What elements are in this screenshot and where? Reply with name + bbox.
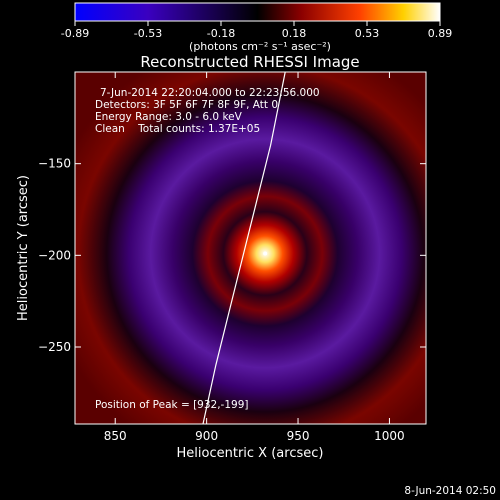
- annotation-time-range: 7-Jun-2014 22:20:04.000 to 22:23:56.000: [100, 87, 320, 99]
- heatmap-image: [75, 72, 426, 424]
- colorbar-unit-label: (photons cm⁻² s⁻¹ asec⁻²): [189, 40, 331, 53]
- colorbar-tick-label: 0.89: [428, 27, 453, 40]
- plot-frame: [74, 71, 427, 425]
- x-tick-label: 900: [195, 429, 218, 443]
- y-tick-label: −200: [38, 248, 71, 262]
- colorbar-tick-label: 0.18: [282, 27, 307, 40]
- y-tick-label: −250: [38, 340, 71, 354]
- x-tick-label: 1000: [374, 429, 405, 443]
- colorbar-tick-label: -0.18: [207, 27, 235, 40]
- colorbar-tick-label: 0.53: [355, 27, 380, 40]
- x-axis-ticks: 850 900 950 1000: [104, 72, 405, 443]
- plot-area: 850 900 950 1000 −150 −200 −250: [38, 71, 427, 443]
- y-axis-ticks: −150 −200 −250: [38, 157, 426, 354]
- colorbar-tick-label: -0.89: [61, 27, 89, 40]
- x-axis-label: Heliocentric X (arcsec): [177, 446, 324, 461]
- footer-date: 8-Jun-2014 02:50: [404, 485, 496, 497]
- chart-title: Reconstructed RHESSI Image: [140, 53, 359, 71]
- annotation-detectors: Detectors: 3F 5F 6F 7F 8F 9F, Att 0: [95, 99, 278, 111]
- x-tick-label: 950: [287, 429, 310, 443]
- x-tick-label: 850: [104, 429, 127, 443]
- colorbar: -0.89 -0.53 -0.18 0.18 0.53 0.89 (photons cm⁻…: [61, 2, 452, 53]
- peak-marker: [263, 251, 268, 256]
- annotation-energy: Energy Range: 3.0 - 6.0 keV: [95, 111, 243, 123]
- annotation-clean: Clean Total counts: 1.37E+05: [95, 123, 260, 135]
- colorbar-ticks: -0.89 -0.53 -0.18 0.18 0.53 0.89: [61, 21, 452, 40]
- solar-limb-curve: [202, 72, 286, 424]
- y-tick-label: −150: [38, 157, 71, 171]
- colorbar-tick-label: -0.53: [134, 27, 162, 40]
- annotation-peak-position: Position of Peak = [932,-199]: [95, 399, 249, 411]
- colorbar-gradient: [74, 2, 441, 22]
- y-axis-label: Heliocentric Y (arcsec): [16, 175, 31, 321]
